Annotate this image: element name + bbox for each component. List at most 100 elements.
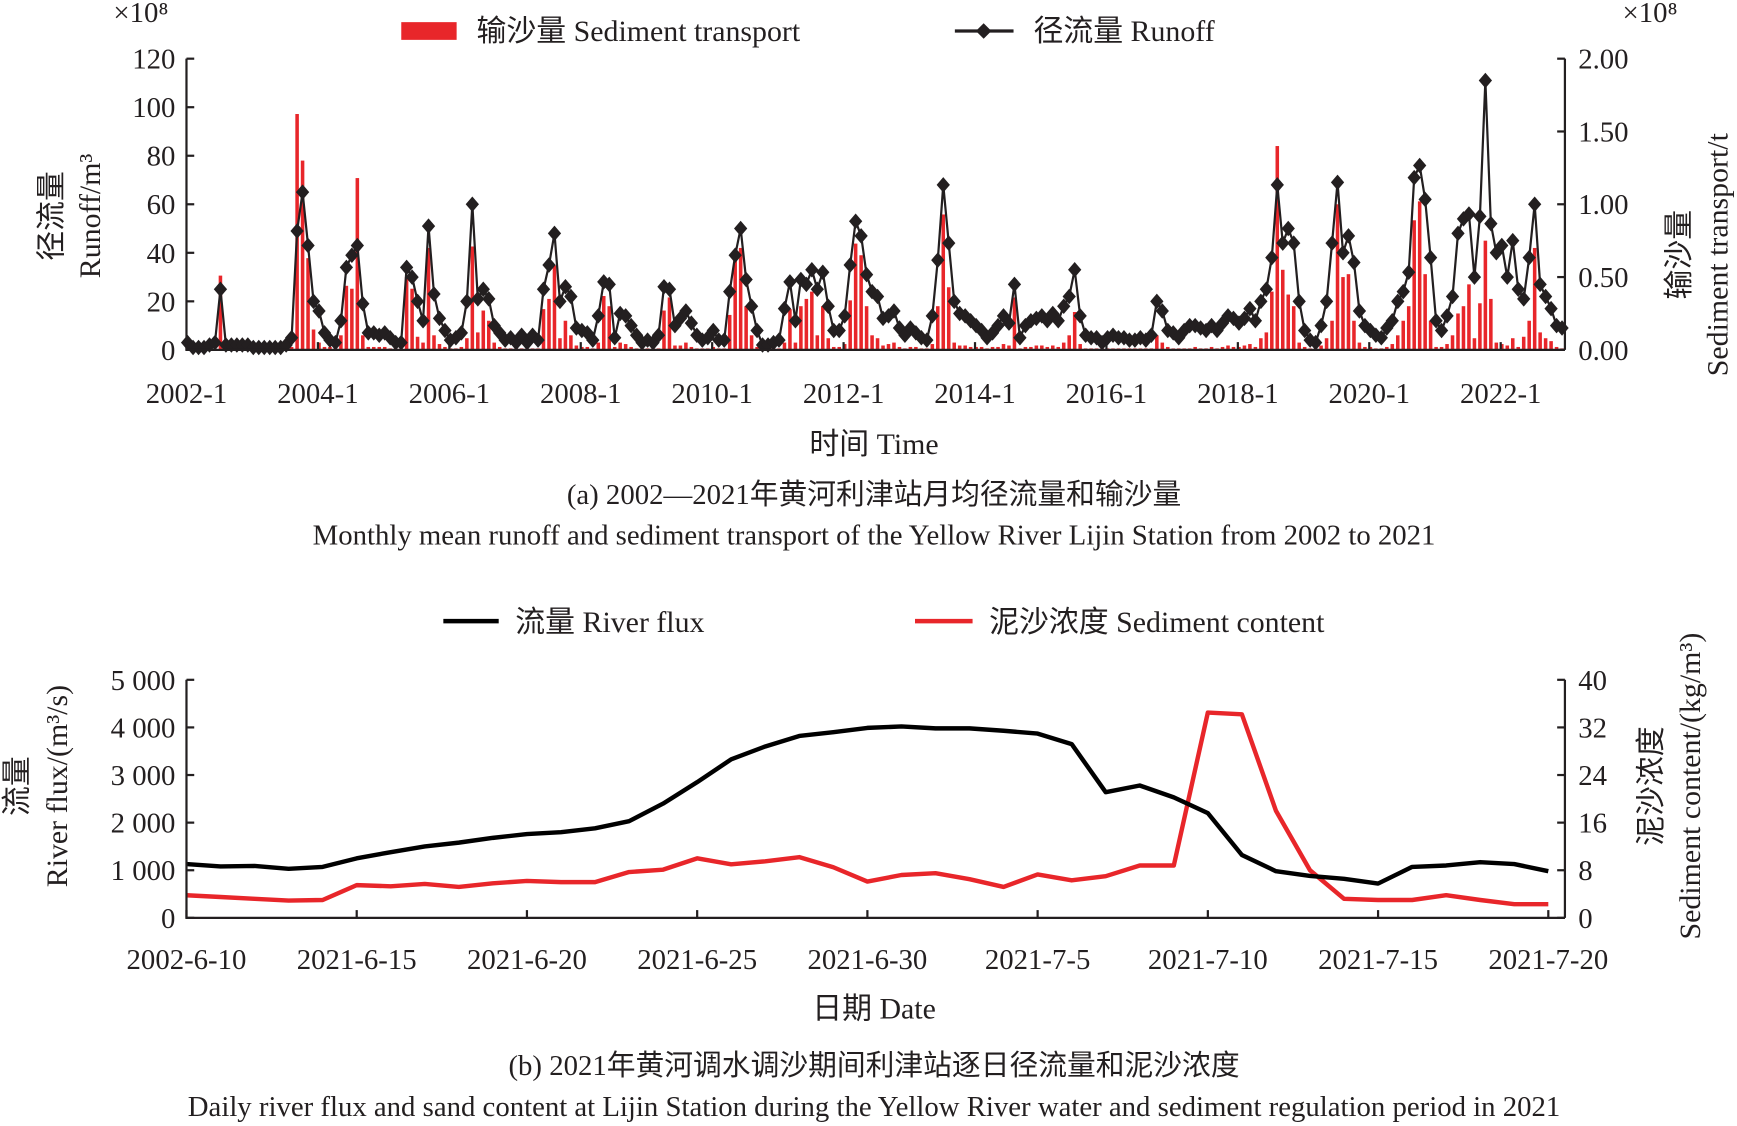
sediment-bar: [300, 160, 305, 350]
sediment-bar: [569, 335, 573, 350]
y2-tick-label: 2.00: [1578, 44, 1628, 76]
sediment-bar: [437, 344, 442, 350]
runoff-marker: [421, 218, 436, 234]
caption-en: Monthly mean runoff and sediment transpo…: [313, 520, 1436, 552]
runoff-marker: [416, 312, 430, 329]
runoff-marker: [1506, 232, 1520, 249]
runoff-marker: [290, 223, 304, 239]
runoff-marker: [454, 325, 469, 341]
sediment-bar: [870, 335, 874, 350]
runoff-marker: [213, 281, 228, 297]
legend-sediment-content-label: 泥沙浓度 Sediment content: [989, 606, 1325, 639]
runoff-marker: [542, 257, 556, 273]
sediment-bar: [952, 342, 956, 350]
panel-a: 输沙量 Sediment transport 径流量 Runoff ×10⁸ ×…: [35, 0, 1734, 552]
y2-tick-label: 0: [1578, 903, 1592, 935]
x-tick-label: 2016-1: [1066, 378, 1148, 410]
runoff-marker: [1040, 312, 1054, 329]
runoff-marker: [788, 312, 803, 329]
x-tick-label: 2021-6-25: [637, 944, 757, 976]
runoff-marker: [1347, 254, 1361, 271]
sediment-bar: [344, 285, 349, 350]
sediment-bar: [1067, 335, 1071, 350]
runoff-marker: [777, 300, 792, 317]
runoff-marker: [679, 303, 693, 319]
x-tick-label: 2022-1: [1460, 378, 1542, 410]
sediment-bar: [1401, 320, 1406, 350]
sediment-bar: [432, 335, 436, 350]
legend-sediment-label: 输沙量 Sediment transport: [477, 15, 801, 48]
y2-label-cn: 输沙量: [1663, 210, 1696, 300]
runoff-marker: [1336, 245, 1350, 261]
runoff-marker: [1473, 208, 1487, 225]
runoff-marker: [1495, 237, 1509, 254]
runoff-marker: [536, 281, 551, 297]
sediment-bar: [1034, 345, 1039, 350]
x-tick-label: 2021-6-30: [807, 944, 927, 976]
runoff-marker: [284, 329, 299, 346]
sediment-bar: [1226, 345, 1230, 350]
sediment-bar: [667, 297, 672, 350]
runoff-marker: [301, 237, 315, 254]
sediment-bar: [1510, 338, 1515, 350]
sediment-bar: [859, 255, 863, 350]
runoff-marker: [1434, 322, 1449, 339]
sediment-bar: [623, 344, 628, 350]
y-tick-label: 4 000: [111, 712, 176, 744]
runoff-marker: [925, 308, 939, 324]
sediment-bar: [426, 247, 431, 350]
sediment-bar: [1505, 345, 1510, 350]
sediment-bar: [1385, 346, 1389, 350]
river-flux-line: [186, 724, 1549, 886]
sediment-bar: [1428, 320, 1433, 350]
runoff-marker: [1418, 191, 1432, 208]
runoff-marker: [744, 298, 759, 314]
runoff-marker: [460, 293, 474, 310]
runoff-marker: [432, 310, 447, 327]
runoff-marker: [547, 225, 562, 242]
sediment-bar: [361, 335, 365, 350]
sediment-bar: [366, 346, 371, 350]
y-label-en: Runoff/m³: [74, 154, 107, 279]
runoff-marker: [1462, 206, 1476, 222]
runoff-marker: [339, 259, 354, 276]
sediment-bar: [1056, 346, 1061, 350]
runoff-marker: [405, 269, 419, 285]
sediment-bar: [1275, 146, 1280, 350]
x-tick-label: 2012-1: [803, 378, 885, 410]
sediment-bar: [930, 344, 935, 350]
x-tick-label: 2021-7-5: [985, 944, 1090, 976]
y2-tick-label: 40: [1578, 665, 1607, 697]
runoff-marker: [870, 288, 885, 305]
x-tick-label: 2002-6-10: [127, 944, 247, 976]
runoff-marker: [1308, 334, 1323, 351]
runoff-marker: [991, 317, 1005, 334]
sediment-bar: [1029, 346, 1033, 350]
sediment-bar: [497, 346, 502, 350]
sediment-bar: [1297, 342, 1301, 350]
sediment-bar: [689, 346, 694, 350]
runoff-marker: [1374, 329, 1388, 346]
sediment-bar: [377, 346, 382, 350]
sediment-bar: [684, 342, 688, 350]
sediment-bar: [831, 346, 836, 350]
sediment-bar: [1072, 312, 1077, 350]
sediment-bar: [1270, 291, 1274, 350]
runoff-marker: [1068, 262, 1082, 278]
runoff-marker: [1007, 276, 1022, 293]
runoff-marker: [1319, 293, 1334, 310]
y-tick-label: 0: [161, 903, 175, 935]
runoff-marker: [1292, 293, 1306, 310]
legend-runoff-marker: [975, 23, 992, 39]
runoff-marker: [1002, 315, 1016, 331]
sediment-bar: [328, 346, 332, 350]
sediment-bar: [1259, 338, 1263, 350]
sediment-bar: [799, 306, 803, 350]
sediment-bar: [421, 342, 425, 350]
sediment-bar: [815, 335, 820, 350]
y-label-en: River flux/(m³/s): [41, 685, 74, 887]
runoff-marker: [591, 308, 605, 324]
sediment-bar: [1450, 335, 1455, 350]
runoff-marker: [208, 334, 222, 351]
runoff-marker: [394, 334, 408, 351]
